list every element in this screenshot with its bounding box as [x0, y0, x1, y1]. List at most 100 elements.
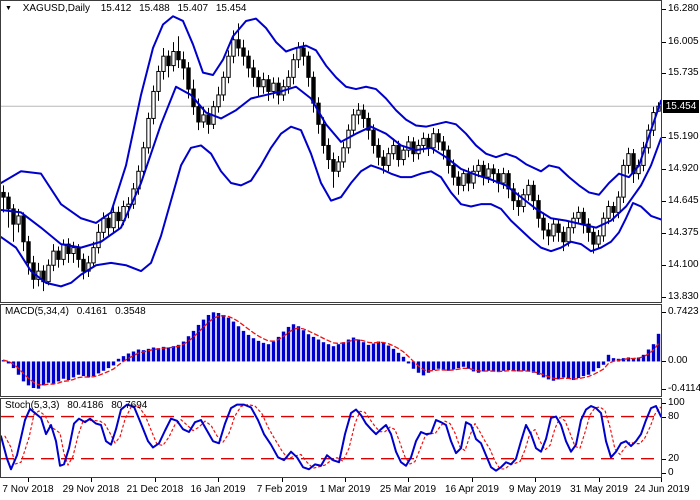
- macd-bar: [491, 361, 496, 372]
- macd-bar: [286, 326, 291, 362]
- candle-body: [456, 176, 461, 186]
- candle-body: [431, 133, 436, 149]
- macd-bar: [341, 342, 346, 362]
- candle-body: [591, 231, 596, 245]
- macd-bar: [596, 361, 601, 369]
- candle-body: [256, 76, 261, 88]
- macd-bar: [461, 361, 466, 367]
- price-plot[interactable]: [1, 1, 661, 302]
- candle-body: [381, 156, 386, 166]
- candle-body: [206, 114, 211, 125]
- stochastic-tick-label-dash: [662, 459, 666, 460]
- candle-body: [621, 164, 626, 198]
- macd-bar: [191, 330, 196, 362]
- candle-body: [501, 173, 506, 184]
- macd-bar: [166, 347, 171, 362]
- macd-bar: [306, 334, 311, 362]
- macd-bar: [201, 319, 206, 362]
- candle-body: [61, 243, 66, 260]
- candle-body: [221, 76, 226, 96]
- macd-bar: [301, 330, 306, 362]
- candle-body: [526, 184, 531, 196]
- macd-bar: [581, 361, 586, 377]
- candle-body: [321, 123, 326, 146]
- macd-bar: [231, 321, 236, 362]
- macd-bar: [546, 361, 551, 380]
- candle-body: [436, 133, 441, 143]
- candle-body: [361, 109, 366, 119]
- price-panel[interactable]: ▼ XAGUSD,Daily 15.412 15.488 15.407 15.4…: [0, 0, 662, 303]
- date-tick: [535, 478, 536, 482]
- candle-body: [151, 90, 156, 119]
- macd-signal-value: 0.3548: [115, 306, 146, 317]
- candle-body: [161, 55, 166, 72]
- price-tick-label: 14.920: [668, 163, 699, 174]
- macd-bar: [606, 354, 611, 362]
- candle-body: [226, 55, 231, 78]
- macd-bar: [161, 346, 166, 362]
- macd-bar: [181, 341, 186, 362]
- candle-body: [116, 211, 121, 222]
- candle-body: [251, 67, 256, 78]
- macd-bar: [121, 356, 126, 362]
- symbol-dropdown-icon[interactable]: ▼: [5, 5, 12, 12]
- price-axis[interactable]: 16.280 16.005 15.735 15.190 14.920 14.645 14.3…: [662, 0, 700, 478]
- price-tick-label-dash: [662, 201, 666, 202]
- macd-tick-label-dash: [662, 312, 666, 313]
- macd-bar: [656, 333, 661, 362]
- candle-body: [46, 264, 51, 283]
- stochastic-plot[interactable]: [1, 399, 661, 477]
- date-tick: [282, 478, 283, 482]
- candle-body: [246, 55, 251, 69]
- stochastic-panel[interactable]: Stoch(5,3,3) 80.4186 80.7694: [0, 398, 662, 478]
- candle-body: [421, 137, 426, 146]
- macd-bar: [66, 361, 71, 381]
- quote-close: 15.454: [215, 3, 247, 14]
- candle-body: [576, 211, 581, 219]
- macd-bar: [336, 344, 341, 362]
- macd-bar: [211, 312, 216, 362]
- macd-bar: [206, 314, 211, 362]
- macd-bar: [266, 344, 271, 362]
- macd-bar: [381, 342, 386, 362]
- date-label: 21 Dec 2018: [126, 484, 184, 495]
- date-label: 31 May 2019: [570, 484, 628, 495]
- macd-bar: [136, 349, 141, 362]
- candle-body: [626, 153, 631, 166]
- price-tick-label-dash: [662, 169, 666, 170]
- macd-bar: [356, 339, 361, 362]
- macd-bar: [406, 361, 411, 364]
- candle-body: [236, 39, 241, 49]
- candle-body: [561, 231, 566, 243]
- price-tick-label-dash: [662, 297, 666, 298]
- macd-bar: [216, 312, 221, 362]
- candle-body: [11, 208, 16, 225]
- candle-body: [606, 206, 611, 219]
- macd-panel[interactable]: MACD(5,34,4) 0.4161 0.3548: [0, 304, 662, 397]
- candle-body: [601, 217, 606, 237]
- macd-bar: [561, 361, 566, 378]
- stochastic-tick-label: 80: [668, 411, 680, 422]
- candle-body: [461, 173, 466, 186]
- time-axis[interactable]: 7 Nov 2018 29 Nov 2018 21 Dec 2018 16 Jan 2…: [0, 478, 700, 500]
- candle-body: [391, 144, 396, 155]
- candle-body: [291, 59, 296, 78]
- macd-bar: [271, 341, 276, 362]
- candle-body: [306, 55, 311, 78]
- macd-bar: [526, 361, 531, 372]
- macd-bar: [551, 361, 556, 381]
- candle-body: [426, 137, 431, 149]
- macd-bar: [476, 361, 481, 373]
- macd-plot[interactable]: [1, 305, 661, 396]
- price-tick-label: 16.280: [668, 3, 699, 14]
- candle-body: [111, 211, 116, 229]
- macd-bar: [96, 361, 101, 374]
- macd-bar: [261, 342, 266, 362]
- macd-bar: [416, 361, 421, 373]
- macd-value: 0.4161: [76, 306, 108, 317]
- stochastic-label: Stoch(5,3,3): [5, 400, 60, 411]
- candle-body: [551, 223, 556, 237]
- candle-body: [336, 161, 341, 172]
- stochastic-k-value: 80.4186: [67, 400, 104, 411]
